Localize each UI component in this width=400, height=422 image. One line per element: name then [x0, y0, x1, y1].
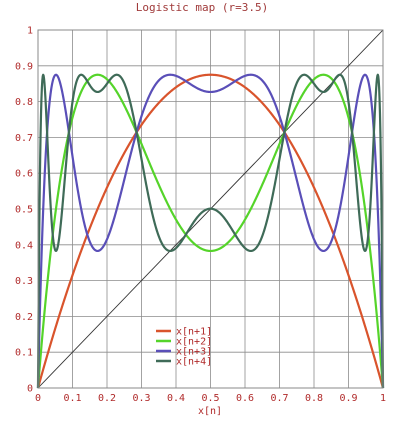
legend-label: x[n+3]: [176, 347, 212, 358]
series-line-1: [36, 73, 385, 389]
legend-label: x[n+1]: [176, 327, 212, 338]
x-tick-label: 0.8: [305, 393, 323, 404]
tick-labels: 0 0.1 0.2 0.3 0.4 0.5 0.6 0.7 0.8 0.9 1 0 0.1 0.2 0.3 0…: [15, 26, 386, 405]
y-tick-label: 0.3: [15, 276, 33, 287]
y-tick-label: 0.6: [15, 169, 33, 180]
y-tick-label: 0.2: [15, 312, 33, 323]
x-tick-label: 0.5: [201, 393, 219, 404]
legend-label: x[n+2]: [176, 337, 212, 348]
x-axis-label: x[n]: [198, 406, 222, 417]
x-tick-label: 0: [35, 393, 41, 404]
x-tick-label: 0.6: [236, 393, 254, 404]
y-tick-label: 0: [27, 384, 33, 395]
y-tick-label: 0.7: [15, 133, 33, 144]
x-tick-label: 0.4: [167, 393, 185, 404]
x-tick-label: 0.3: [132, 393, 150, 404]
y-tick-label: 0.9: [15, 61, 33, 72]
x-tick-label: 1: [380, 393, 386, 404]
y-tick-label: 0.5: [15, 205, 33, 216]
y-tick-label: 0.8: [15, 97, 33, 108]
x-tick-label: 0.7: [270, 393, 288, 404]
legend-label: x[n+4]: [176, 357, 212, 368]
x-tick-label: 0.1: [63, 393, 81, 404]
x-tick-label: 0.9: [339, 393, 357, 404]
series-line-4: [36, 73, 385, 389]
y-tick-label: 1: [27, 26, 33, 37]
legend: x[n+1]x[n+2]x[n+3]x[n+4]: [156, 327, 212, 368]
y-tick-label: 0.1: [15, 348, 33, 359]
series-lines: [36, 29, 385, 389]
plot-frame: [37, 29, 384, 389]
series-line-3: [36, 73, 385, 389]
series-line-2: [36, 73, 385, 389]
y-tick-label: 0.4: [15, 240, 33, 251]
x-tick-label: 0.2: [98, 393, 116, 404]
chart-title: Logistic map (r=3.5): [136, 1, 268, 14]
